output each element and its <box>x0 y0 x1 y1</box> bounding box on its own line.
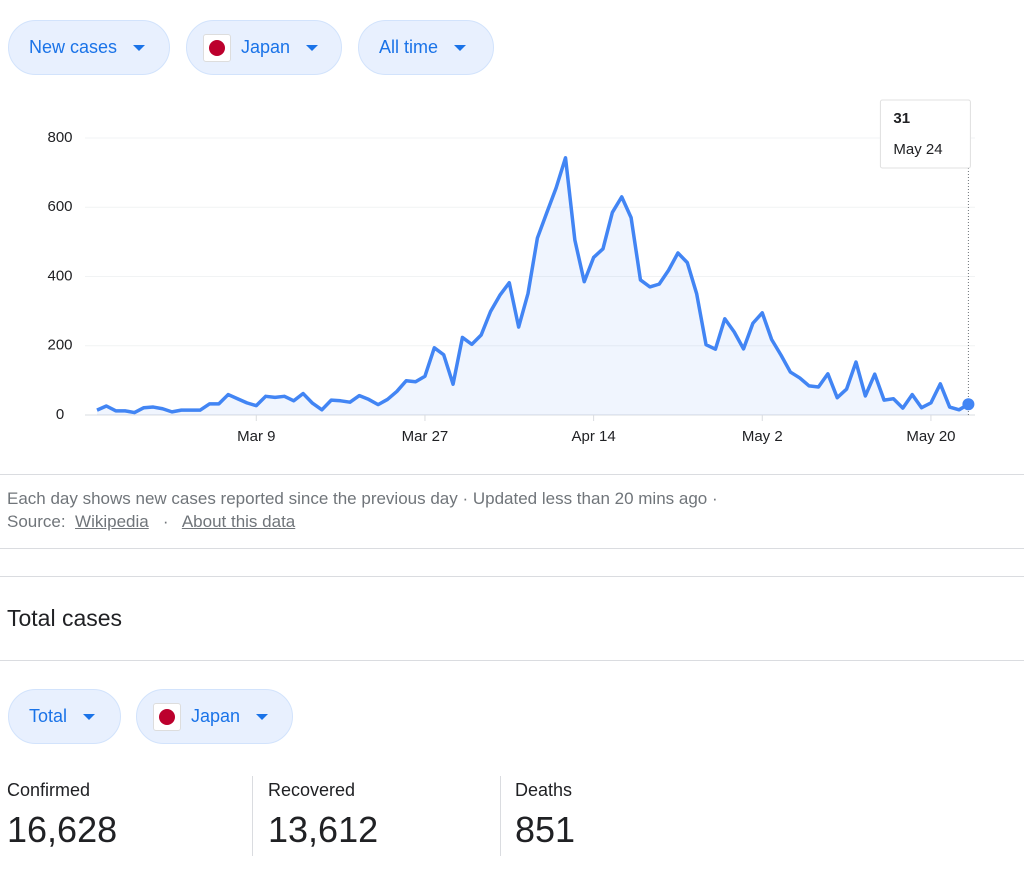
divider <box>0 576 1024 577</box>
y-tick-label: 400 <box>47 267 72 284</box>
country-label: Japan <box>241 37 291 57</box>
divider <box>0 474 1024 475</box>
period-dropdown[interactable]: All time <box>358 20 494 75</box>
country-dropdown[interactable]: Japan <box>136 689 293 744</box>
hover-point <box>962 398 975 411</box>
y-tick-label: 200 <box>47 337 72 354</box>
total-label: Total <box>29 706 68 726</box>
source-label: Source: <box>7 512 66 531</box>
stat-label: Confirmed <box>7 780 91 800</box>
x-tick-label: Apr 14 <box>572 428 616 445</box>
flag-icon <box>153 702 181 731</box>
x-tick-label: Mar 9 <box>237 428 275 445</box>
divider <box>0 548 1024 549</box>
tooltip-date: May 24 <box>893 141 942 158</box>
stat-label: Recovered <box>268 780 356 800</box>
y-tick-label: 0 <box>56 406 64 423</box>
stat-value: 13,612 <box>268 809 379 850</box>
area-fill <box>97 157 969 415</box>
chart: 0 200 400 600 800 Mar 9 Mar 27 Apr 14 May 2 May 2… <box>47 99 975 445</box>
divider <box>0 660 1024 661</box>
stat: Confirmed 16,628 <box>7 776 117 856</box>
country-label: Japan <box>191 706 241 726</box>
source-line: Source: Wikipedia · About this data <box>7 512 295 532</box>
y-tick-label: 800 <box>47 129 72 146</box>
section-heading: Total cases <box>7 605 123 631</box>
divider <box>252 776 253 856</box>
x-tick-label: May 20 <box>906 428 955 445</box>
stat-label: Deaths <box>515 780 573 800</box>
stat: Deaths 851 <box>515 776 575 856</box>
period-label: All time <box>379 37 439 57</box>
country-dropdown[interactable]: Japan <box>186 20 342 75</box>
line <box>96 155 970 415</box>
footnote: Each day shows new cases reported since … <box>7 489 718 508</box>
y-tick-label: 600 <box>47 198 72 215</box>
x-tick-label: May 2 <box>742 428 783 445</box>
x-tick-label: Mar 27 <box>402 428 449 445</box>
metric-dropdown[interactable]: New cases <box>8 20 170 75</box>
stat-value: 16,628 <box>7 809 118 850</box>
divider <box>500 776 501 856</box>
stat: Recovered 13,612 <box>268 776 378 856</box>
tooltip-box <box>879 99 971 169</box>
source-link[interactable]: Wikipedia <box>75 512 149 531</box>
tooltip-value: 31 <box>893 110 910 127</box>
stat-value: 851 <box>515 809 576 850</box>
about-link[interactable]: About this data <box>181 512 296 531</box>
metric-label: New cases <box>29 37 118 57</box>
flag-icon <box>203 33 231 62</box>
total-dropdown[interactable]: Total <box>8 689 121 744</box>
separator: · <box>162 512 169 531</box>
